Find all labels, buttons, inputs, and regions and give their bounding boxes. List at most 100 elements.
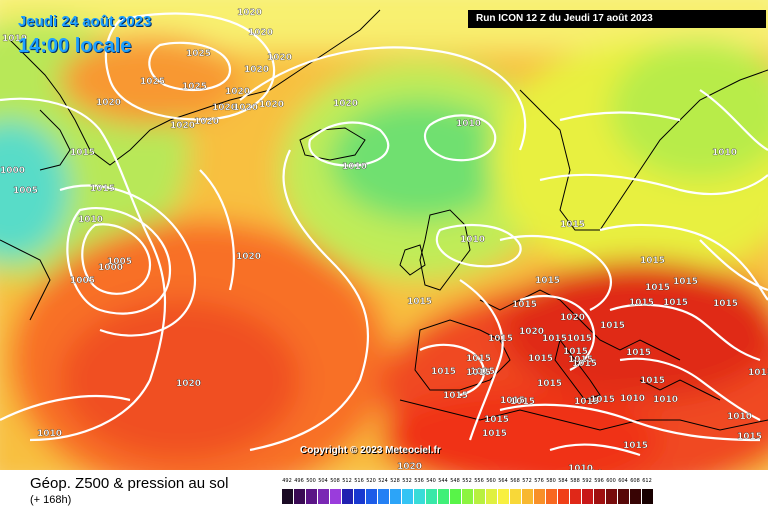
legend-swatch xyxy=(426,489,437,504)
legend-level-label: 540 xyxy=(426,478,436,484)
isobar-label: 1010 xyxy=(37,429,62,439)
legend-level-label: 600 xyxy=(606,478,616,484)
legend-swatch xyxy=(306,489,317,504)
isobar-label: 1010 xyxy=(456,119,481,129)
legend-level-label: 576 xyxy=(534,478,544,484)
isobar-label: 1015 xyxy=(748,368,768,378)
isobar-label: 1015 xyxy=(590,395,615,405)
isobar-label: 1015 xyxy=(407,297,432,307)
isobar-label: 1020 xyxy=(333,99,358,109)
isobar-label: 1015 xyxy=(563,347,588,357)
coastlines xyxy=(0,9,768,431)
isobar-label: 1015 xyxy=(623,441,648,451)
isobar-label: 1020 xyxy=(244,65,269,75)
legend-level-label: 508 xyxy=(330,478,340,484)
legend-swatch xyxy=(474,489,485,504)
legend-level-label: 496 xyxy=(294,478,304,484)
isobar-label: 1005 xyxy=(13,186,38,196)
isobar-label: 1020 xyxy=(225,87,250,97)
isobar-label: 1015 xyxy=(568,355,593,365)
isobar-label: 1010 xyxy=(568,464,593,470)
forecast-lead-time: (+ 168h) xyxy=(30,494,72,506)
isobar-label: 1015 xyxy=(500,396,525,406)
isobar-label: 1015 xyxy=(673,277,698,287)
isobar-label: 1015 xyxy=(482,429,507,439)
isobar-label: 1015 xyxy=(560,220,585,230)
legend-level-label: 572 xyxy=(522,478,532,484)
legend-swatch xyxy=(366,489,377,504)
model-run-info: Run ICON 12 Z du Jeudi 17 août 2023 xyxy=(468,10,766,28)
legend-level-label: 604 xyxy=(618,478,628,484)
legend-swatch xyxy=(402,489,413,504)
isobar-label: 1015 xyxy=(466,354,491,364)
legend-labels: 492 496 500 504 508 512 516 520 524 528 532 536 540 5… xyxy=(282,478,752,488)
legend-swatch xyxy=(294,489,305,504)
geopotential-field xyxy=(0,0,768,470)
legend-level-label: 568 xyxy=(510,478,520,484)
legend-level-label: 592 xyxy=(582,478,592,484)
isobar-label: 1015 xyxy=(431,367,456,377)
legend-swatch xyxy=(378,489,389,504)
isobar-label: 1010 xyxy=(460,235,485,245)
legend-swatch xyxy=(282,489,293,504)
legend-level-label: 512 xyxy=(342,478,352,484)
isobar-label: 1010 xyxy=(653,395,678,405)
legend-swatch xyxy=(498,489,509,504)
legend-swatch xyxy=(354,489,365,504)
isobar-label: 1015 xyxy=(528,354,553,364)
isobar-label: 1015 xyxy=(512,300,537,310)
isobar-label: 1025 xyxy=(186,49,211,59)
legend-swatch xyxy=(618,489,629,504)
legend-swatch xyxy=(582,489,593,504)
isobar-label: 1020 xyxy=(237,8,262,18)
legend-swatch xyxy=(522,489,533,504)
isobar-label: 1015 xyxy=(640,376,665,386)
isobar-label: 1020 xyxy=(233,103,258,113)
isobar-label: 1015 xyxy=(70,148,95,158)
map-title: Géop. Z500 & pression au sol xyxy=(30,475,229,492)
isobar-label: 1020 xyxy=(194,117,219,127)
isobar-label: 1025 xyxy=(182,82,207,92)
isobar-label: 1015 xyxy=(645,283,670,293)
legend-swatch xyxy=(342,489,353,504)
legend-swatches xyxy=(282,489,654,504)
isobar-label: 1010 xyxy=(727,412,752,422)
legend-swatch xyxy=(630,489,641,504)
legend-level-label: 516 xyxy=(354,478,364,484)
legend-level-label: 552 xyxy=(462,478,472,484)
legend-level-label: 608 xyxy=(630,478,640,484)
isobar-label: 1020 xyxy=(267,53,292,63)
isobar-label: 1015 xyxy=(90,184,115,194)
isobar-label: 1015 xyxy=(542,334,567,344)
isobar-label: 1020 xyxy=(560,313,585,323)
isobar-label: 1015 xyxy=(640,256,665,266)
legend-level-label: 504 xyxy=(318,478,328,484)
isobar-label: 1010 xyxy=(578,469,603,470)
legend-swatch xyxy=(606,489,617,504)
legend-swatch xyxy=(462,489,473,504)
isobar-label: 1015 xyxy=(466,368,491,378)
legend-level-label: 548 xyxy=(450,478,460,484)
isobar-label: 1015 xyxy=(574,397,599,407)
isobar-label: 1020 xyxy=(96,98,121,108)
isobar-label: 1015 xyxy=(629,298,654,308)
isobar-label: 1015 xyxy=(737,432,762,442)
legend-swatch xyxy=(510,489,521,504)
isobar-label: 1020 xyxy=(212,103,237,113)
legend-swatch xyxy=(390,489,401,504)
legend-swatch xyxy=(558,489,569,504)
copyright-notice: Copyright © 2023 Meteociel.fr xyxy=(300,445,441,456)
legend-swatch xyxy=(546,489,557,504)
isobar-label: 1015 xyxy=(537,379,562,389)
isobar-label: 1000 xyxy=(98,263,123,273)
isobar-label: 1020 xyxy=(397,462,422,470)
isobar-label: 1020 xyxy=(519,327,544,337)
isobar-label: 1015 xyxy=(600,321,625,331)
isobar-label: 1015 xyxy=(470,367,495,377)
isobar-label: 1010 xyxy=(78,215,103,225)
footer-bar: Géop. Z500 & pression au sol (+ 168h) 49… xyxy=(0,470,768,512)
isobar-label: 1025 xyxy=(140,77,165,87)
isobar-label: 1000 xyxy=(0,166,25,176)
isobar-label: 1020 xyxy=(259,100,284,110)
